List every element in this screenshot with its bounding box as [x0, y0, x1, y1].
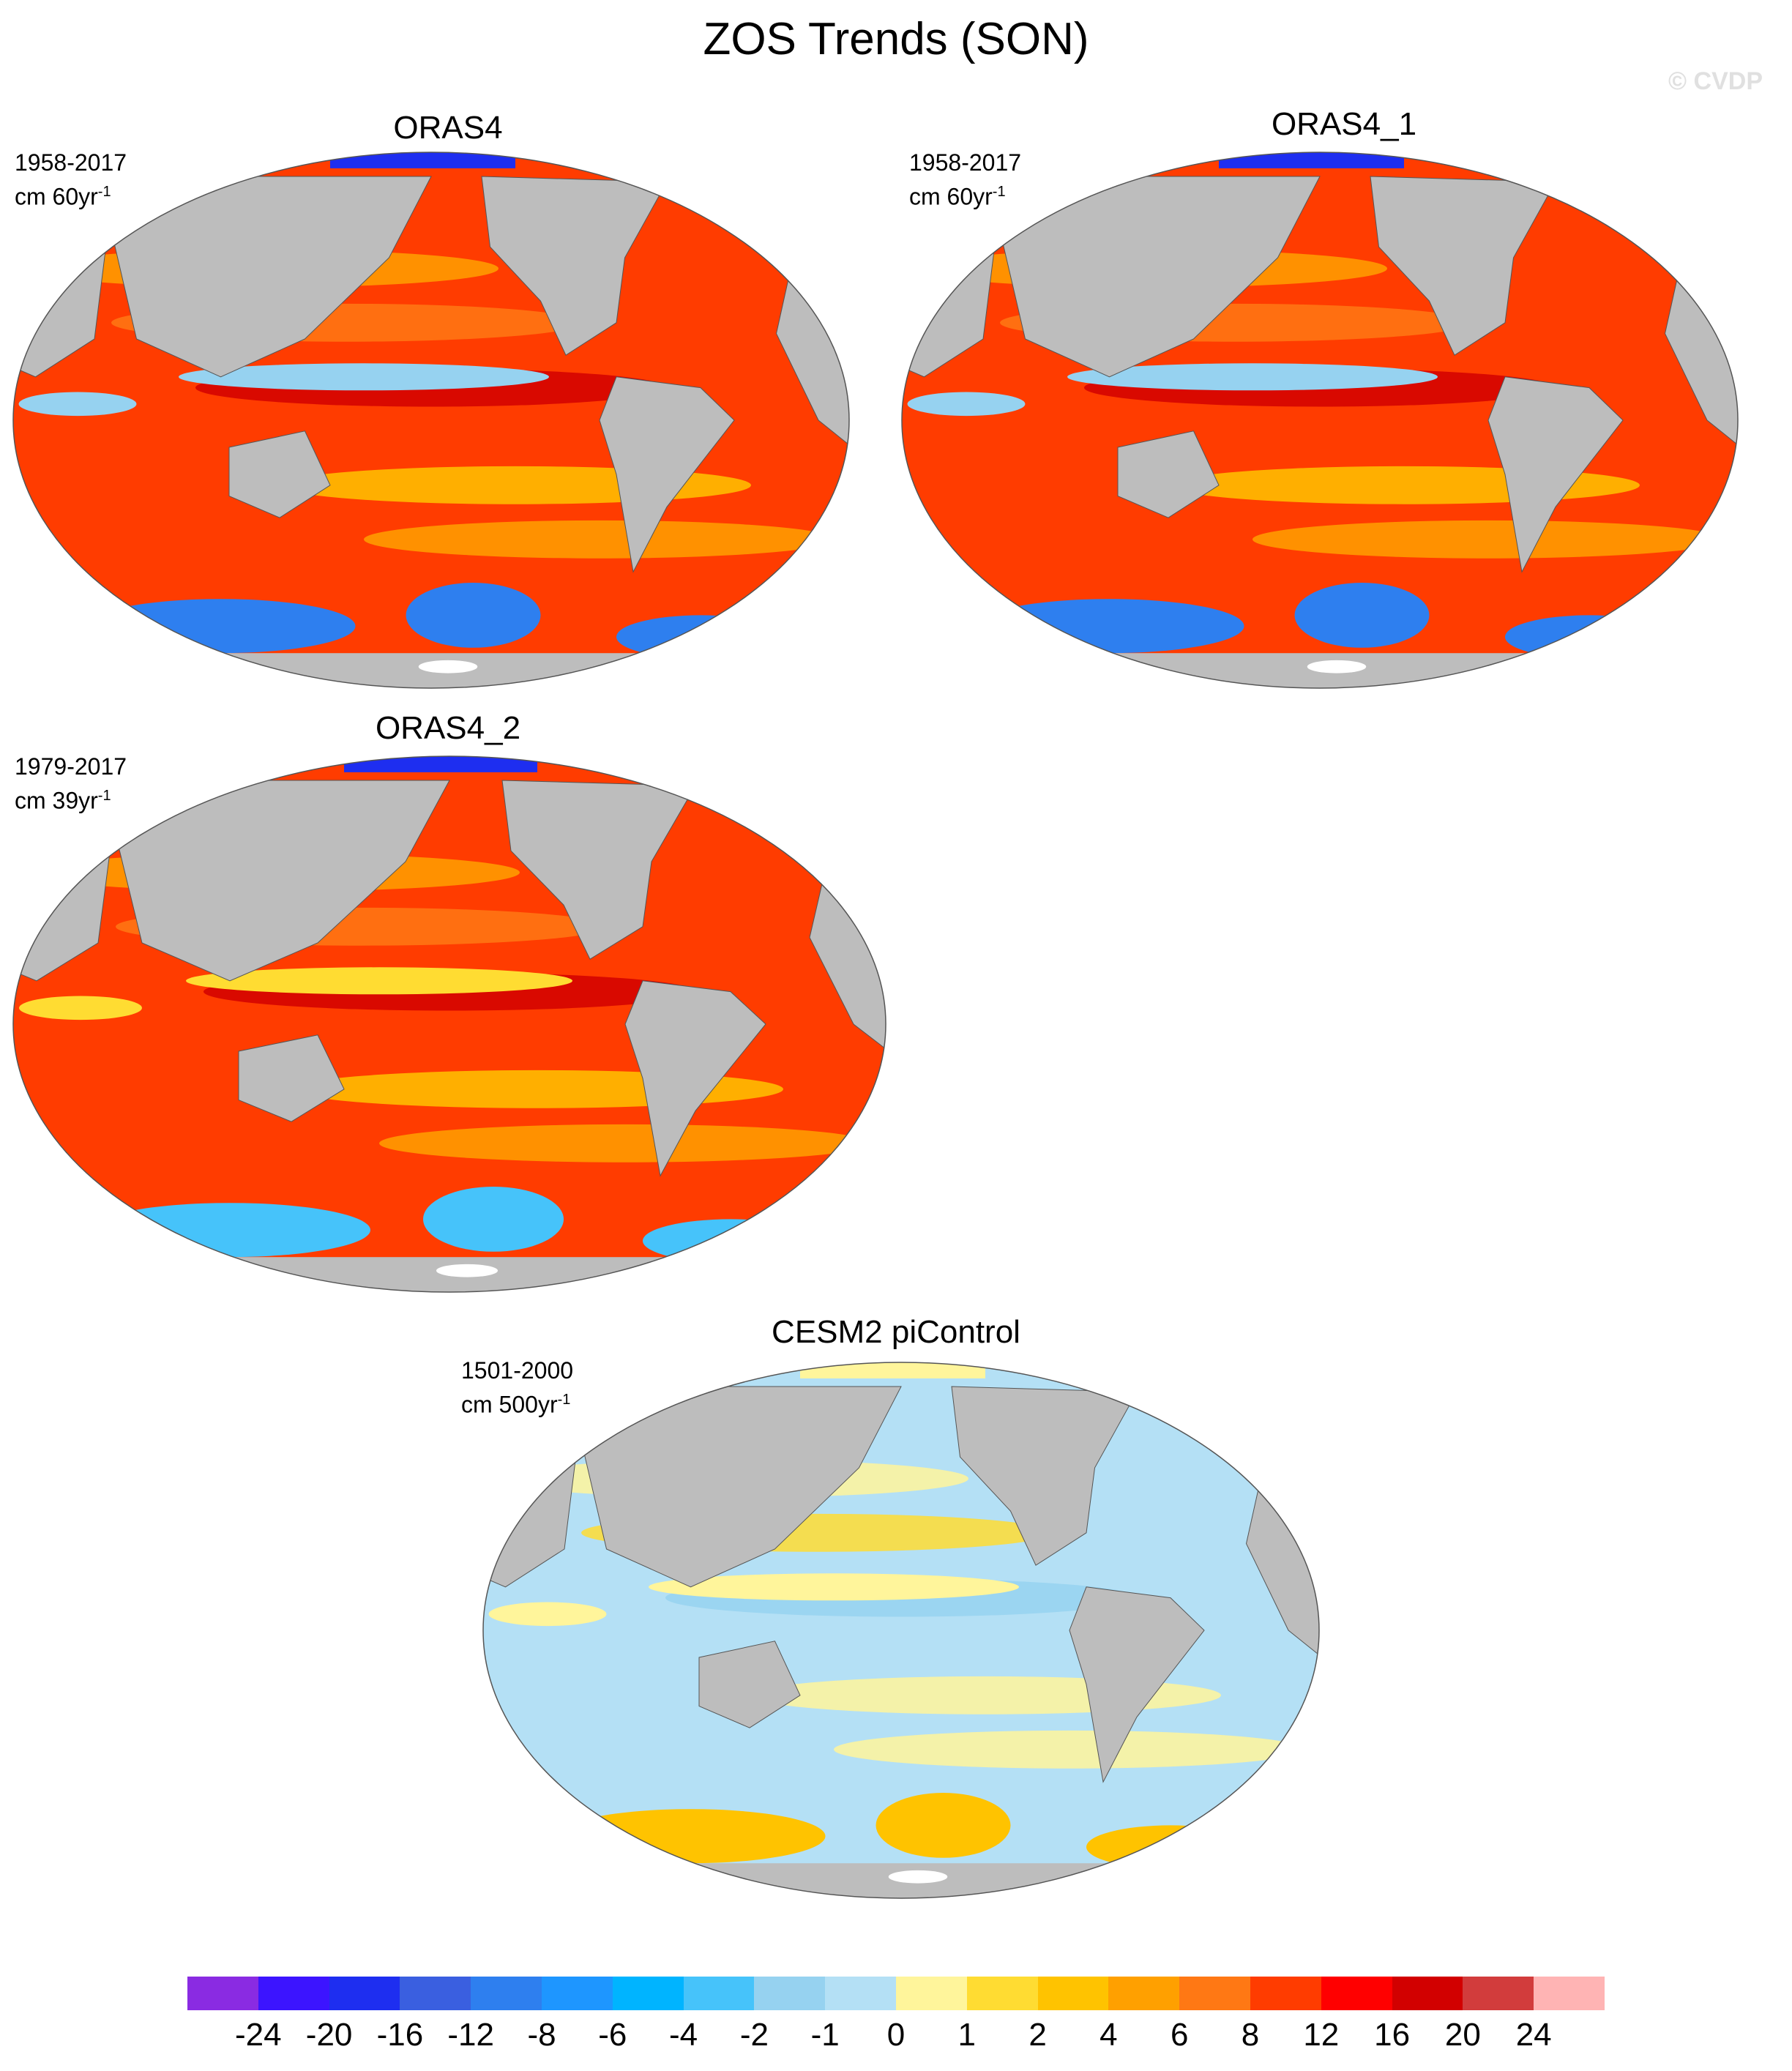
unit-label: cm 500yr-1	[461, 1391, 571, 1418]
colorbar-tick-label: -12	[447, 2017, 494, 2053]
period-label: 1958-2017	[909, 149, 1022, 176]
panel-meta: 1501-2000 cm 500yr-1	[461, 1356, 573, 1419]
period-label: 1979-2017	[15, 753, 127, 780]
colorbar-tick-label: -20	[305, 2017, 353, 2053]
world-map	[901, 152, 1739, 689]
colorbar-tick-label: 4	[1100, 2017, 1118, 2053]
unit-label: cm 39yr-1	[15, 787, 111, 814]
colorbar-box	[1108, 1977, 1180, 2010]
panel-title: CESM2 piControl	[772, 1314, 1020, 1350]
colorbar-tick-label: 6	[1170, 2017, 1189, 2053]
colorbar-tick-label: 20	[1444, 2017, 1481, 2053]
world-map	[12, 755, 886, 1293]
colorbar-tick-label: 12	[1303, 2017, 1340, 2053]
colorbar-box	[1037, 1977, 1109, 2010]
colorbar-tick-label: 1	[957, 2017, 977, 2053]
colorbar-box	[754, 1977, 826, 2010]
figure-title: ZOS Trends (SON)	[703, 14, 1089, 64]
colorbar-box	[612, 1977, 684, 2010]
panel-meta: 1979-2017 cm 39yr-1	[15, 752, 127, 816]
colorbar-box	[966, 1977, 1039, 2010]
colorbar-tick-label: 2	[1028, 2017, 1047, 2053]
colorbar-box	[896, 1977, 968, 2010]
panel-meta: 1958-2017 cm 60yr-1	[15, 148, 127, 212]
colorbar-tick-label: 8	[1241, 2017, 1260, 2053]
colorbar-box	[258, 1977, 330, 2010]
colorbar-box	[400, 1977, 471, 2010]
colorbar-box	[471, 1977, 542, 2010]
colorbar-box	[825, 1977, 897, 2010]
map-panel-oras4-1: ORAS4_1 1958-2017 cm 60yr-1	[896, 106, 1792, 692]
panel-meta: 1958-2017 cm 60yr-1	[909, 148, 1021, 212]
colorbar-tick-label: -6	[598, 2017, 627, 2053]
period-label: 1958-2017	[15, 149, 127, 176]
map-panel-oras4-2: ORAS4_2 1979-2017 cm 39yr-1	[0, 710, 896, 1296]
colorbar-tick-label: -24	[235, 2017, 282, 2053]
panel-title: ORAS4_2	[375, 710, 521, 746]
colorbar-box	[542, 1977, 613, 2010]
colorbar-box	[1534, 1977, 1605, 2010]
map-panel-cesm2-picontrol: CESM2 piControl 1501-2000 cm 500yr-1	[448, 1314, 1344, 1914]
colorbar-tick-label: -1	[810, 2017, 840, 2053]
colorbar-box	[683, 1977, 755, 2010]
colorbar-box	[187, 1977, 259, 2010]
panel-title: ORAS4	[393, 110, 503, 146]
colorbar-tick-label: -2	[739, 2017, 769, 2053]
colorbar-box	[1250, 1977, 1322, 2010]
watermark: © CVDP	[1668, 67, 1763, 95]
colorbar-tick-label: -8	[527, 2017, 556, 2053]
colorbar	[187, 1977, 1605, 2010]
panel-title: ORAS4_1	[1271, 106, 1417, 142]
colorbar-tick-label: 24	[1515, 2017, 1552, 2053]
unit-label: cm 60yr-1	[909, 183, 1006, 210]
colorbar-tick-label: -16	[376, 2017, 424, 2053]
colorbar-box	[1463, 1977, 1534, 2010]
map-panel-oras4: ORAS4 1958-2017 cm 60yr-1	[0, 110, 896, 695]
period-label: 1501-2000	[461, 1357, 574, 1384]
colorbar-tick-label: -4	[669, 2017, 698, 2053]
colorbar-tick-label: 16	[1374, 2017, 1411, 2053]
world-map	[482, 1362, 1320, 1899]
world-map	[12, 152, 850, 689]
colorbar-box	[1179, 1977, 1251, 2010]
colorbar-tick-label: 0	[886, 2017, 906, 2053]
colorbar-box	[1321, 1977, 1393, 2010]
unit-label: cm 60yr-1	[15, 183, 111, 210]
colorbar-box	[1392, 1977, 1463, 2010]
colorbar-box	[329, 1977, 400, 2010]
